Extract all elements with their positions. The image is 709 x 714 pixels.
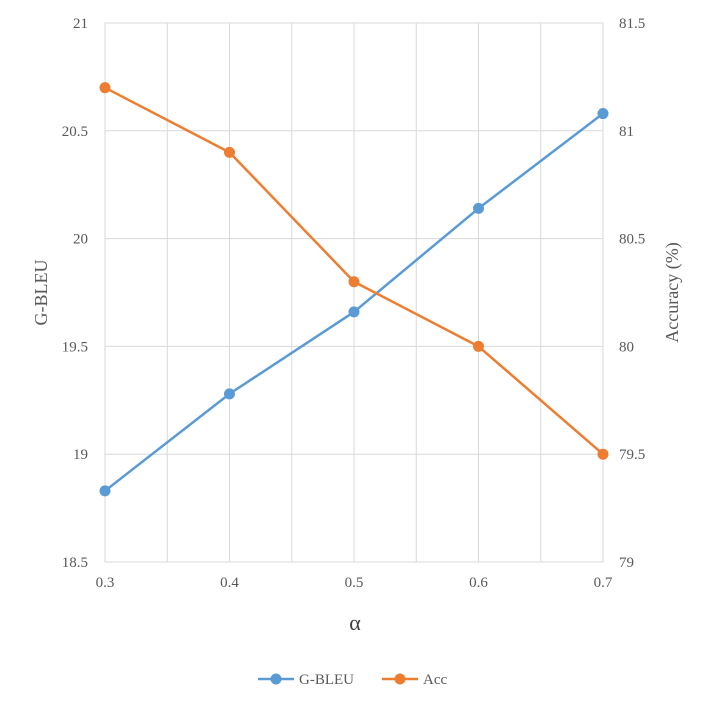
y-left-tick-label: 19.5 xyxy=(62,339,88,355)
y-right-tick-label: 81.5 xyxy=(619,16,645,32)
x-tick-label: 0.4 xyxy=(220,575,239,591)
legend-marker-acc xyxy=(394,673,406,685)
data-point-acc xyxy=(597,448,609,460)
y-right-axis-title: Accuracy (%) xyxy=(662,242,683,342)
y-left-tick-label: 19 xyxy=(73,447,88,463)
y-left-tick-label: 20.5 xyxy=(62,124,88,140)
x-tick-label: 0.5 xyxy=(345,575,364,591)
x-tick-label: 0.3 xyxy=(96,575,115,591)
x-tick-label: 0.6 xyxy=(469,575,488,591)
legend-label-g-bleu: G-BLEU xyxy=(299,672,354,688)
x-axis-title: α xyxy=(349,610,361,635)
data-point-g-bleu xyxy=(224,388,235,400)
data-point-acc xyxy=(99,82,111,94)
x-tick-label: 0.7 xyxy=(594,575,613,591)
data-point-acc xyxy=(224,146,235,158)
y-right-tick-label: 80.5 xyxy=(619,232,645,248)
y-left-tick-label: 18.5 xyxy=(62,555,88,571)
data-point-g-bleu xyxy=(99,485,111,497)
data-point-acc xyxy=(473,340,484,352)
data-point-acc xyxy=(348,276,360,288)
y-right-tick-label: 79 xyxy=(619,555,634,571)
data-point-g-bleu xyxy=(473,202,484,214)
y-left-tick-label: 21 xyxy=(73,16,88,32)
y-right-tick-label: 80 xyxy=(619,339,634,355)
y-left-axis-title: G-BLEU xyxy=(31,260,51,326)
y-right-tick-label: 79.5 xyxy=(619,447,645,463)
legend-label-acc: Acc xyxy=(423,672,447,688)
y-right-tick-label: 81 xyxy=(619,124,634,140)
y-left-tick-label: 20 xyxy=(73,232,88,248)
legend-marker-g-bleu xyxy=(270,673,282,685)
data-point-g-bleu xyxy=(597,108,609,120)
data-point-g-bleu xyxy=(348,306,360,318)
